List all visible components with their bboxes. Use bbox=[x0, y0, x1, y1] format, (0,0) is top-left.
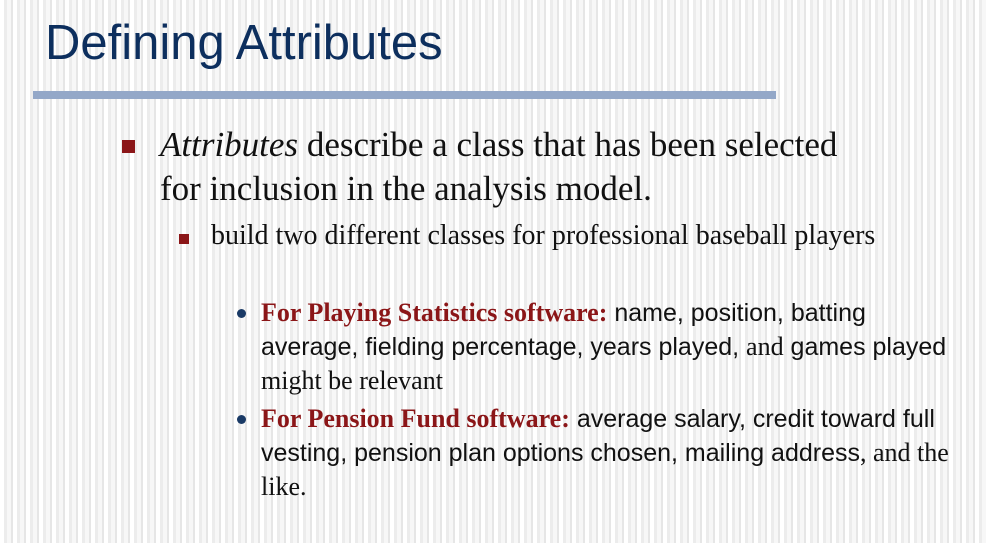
round-bullet-icon bbox=[237, 309, 246, 318]
bullet-pension-fund: For Pension Fund software: average salar… bbox=[261, 402, 961, 504]
playing-statistics-attributes: name, position, batting average, fieldin… bbox=[261, 299, 866, 361]
title-underline-rule bbox=[33, 91, 776, 99]
pension-fund-and-the-like: , and the like. bbox=[261, 438, 949, 501]
pension-fund-attributes: average salary, credit toward full vesti… bbox=[261, 405, 935, 467]
square-bullet-icon bbox=[122, 140, 135, 153]
bullet-build-classes: build two different classes for professi… bbox=[211, 220, 876, 251]
pension-fund-lead: For Pension Fund software: bbox=[261, 404, 570, 433]
playing-statistics-games-played: games played bbox=[783, 333, 947, 361]
playing-statistics-and: and bbox=[746, 332, 784, 361]
round-bullet-icon bbox=[237, 415, 246, 424]
playing-statistics-lead: For Playing Statistics software: bbox=[261, 298, 608, 327]
slide-title: Defining Attributes bbox=[45, 16, 443, 70]
attributes-definition-text: describe a class that has been selected … bbox=[160, 125, 838, 208]
playing-statistics-relevance: might be relevant bbox=[261, 366, 443, 395]
attributes-term: Attributes bbox=[160, 125, 299, 164]
square-bullet-icon bbox=[179, 234, 189, 244]
bullet-playing-statistics: For Playing Statistics software: name, p… bbox=[261, 296, 961, 398]
bullet-attributes-definition: Attributes describe a class that has bee… bbox=[160, 123, 880, 211]
